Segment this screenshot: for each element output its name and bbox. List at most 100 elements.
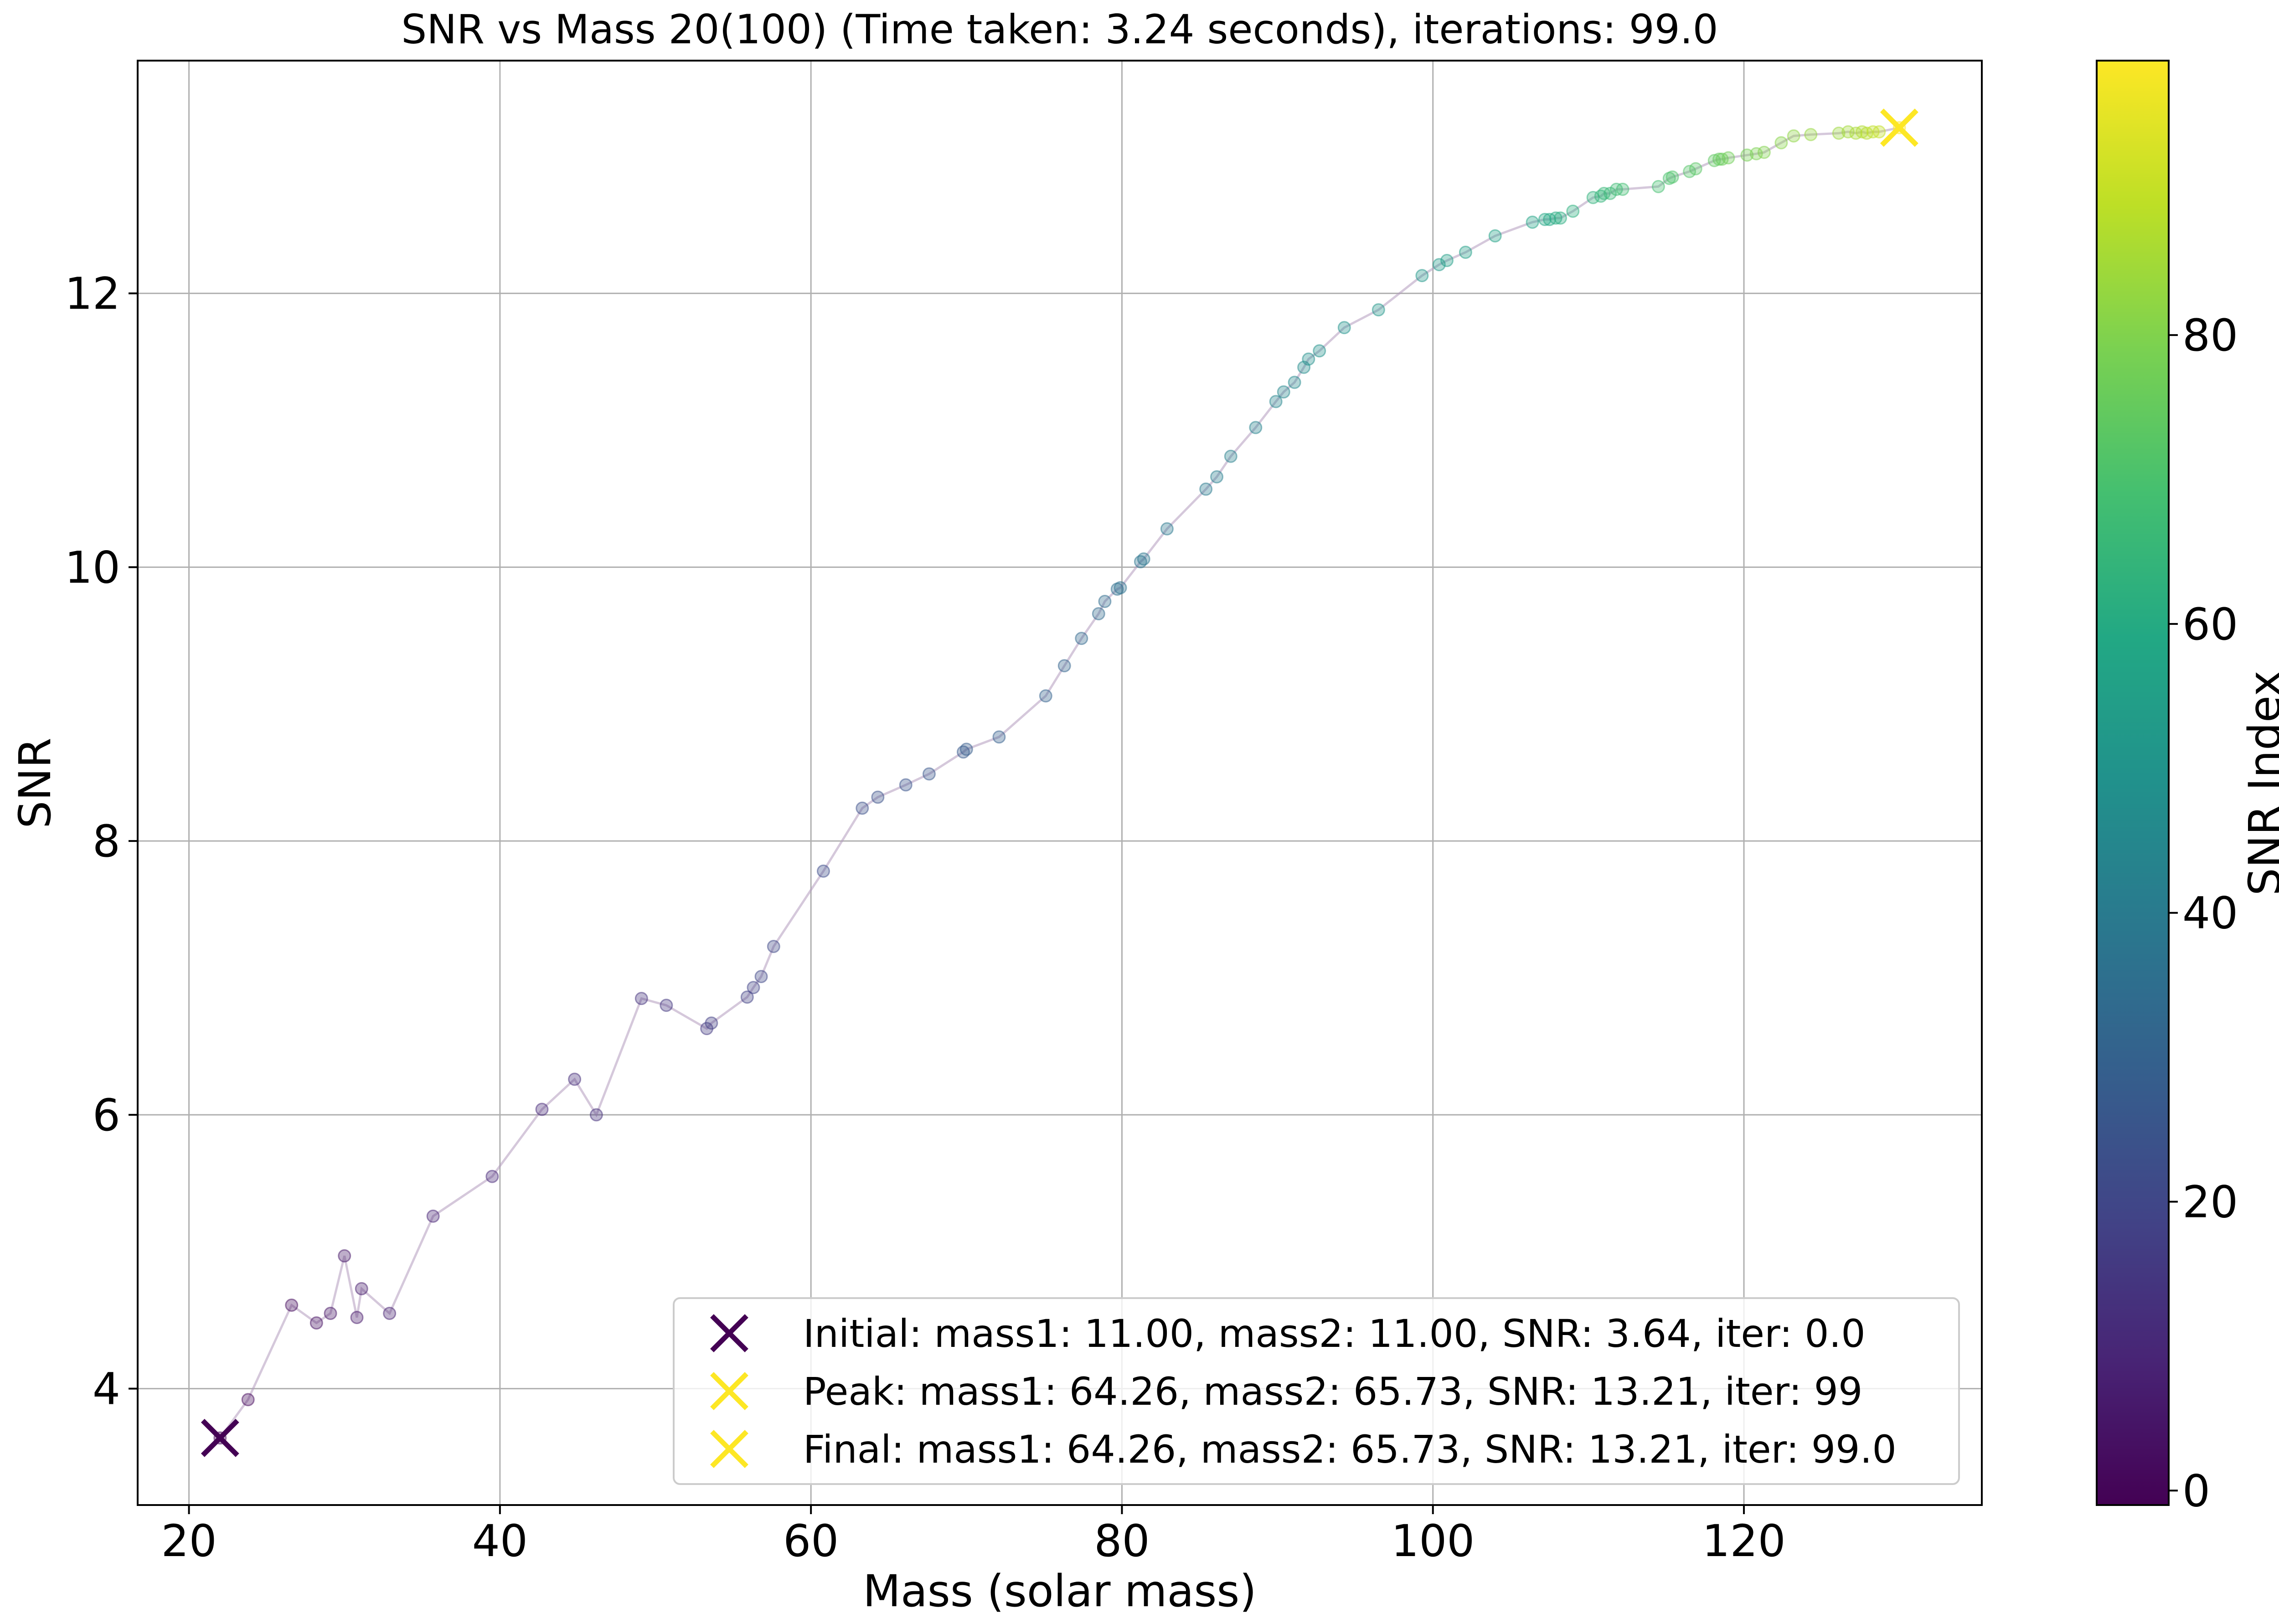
data-point: [324, 1306, 337, 1320]
legend-x-marker: [710, 1314, 748, 1352]
legend-items: Initial: mass1: 11.00, mass2: 11.00, SNR…: [710, 1311, 1897, 1472]
data-point: [1553, 211, 1567, 225]
colorbar-tick-label: 0: [2182, 1465, 2210, 1516]
data-point: [899, 778, 913, 792]
colorbar: 0 20 40 60 80 SNR Index: [2096, 60, 2279, 1516]
data-point: [1092, 607, 1105, 621]
data-point: [1210, 470, 1224, 484]
data-point: [634, 992, 648, 1005]
data-point: [1249, 421, 1263, 434]
data-point: [1160, 522, 1174, 536]
data-point: [1722, 151, 1735, 165]
colorbar-tick-label: 80: [2182, 310, 2238, 361]
data-point: [1459, 246, 1472, 259]
y-axis-label: SNR: [10, 737, 61, 828]
legend-label: Peak: mass1: 64.26, mass2: 65.73, SNR: 1…: [803, 1369, 1862, 1414]
colorbar-label: SNR Index: [2239, 670, 2279, 896]
x-axis-ticks: 20 40 60 80 100 120: [161, 1505, 1786, 1567]
data-point: [1337, 321, 1351, 335]
data-point: [1313, 344, 1326, 358]
colorbar-tick-label: 40: [2182, 888, 2238, 939]
data-point: [1098, 594, 1112, 608]
data-point: [1415, 269, 1429, 283]
colorbar-ticks: 0 20 40 60 80: [2169, 310, 2238, 1516]
data-point: [1787, 129, 1800, 143]
data-point: [1432, 258, 1446, 272]
data-point: [754, 970, 768, 984]
data-point: [747, 981, 760, 995]
grid-lines: [138, 61, 1982, 1505]
data-point: [1199, 482, 1213, 496]
data-point: [1137, 552, 1150, 566]
trajectory-line: [219, 126, 1900, 1439]
data-point: [1224, 449, 1237, 463]
data-point: [285, 1298, 299, 1312]
colorbar-frame: [2096, 60, 2170, 1506]
data-point: [1288, 376, 1301, 389]
data-point: [767, 939, 780, 953]
data-point: [589, 1108, 603, 1122]
data-point: [1872, 125, 1886, 139]
legend-box: [673, 1297, 1960, 1485]
y-tick-label: 10: [65, 542, 120, 593]
data-point: [1269, 395, 1283, 408]
data-point: [1114, 581, 1127, 594]
y-axis-ticks: 4 6 8 10 12: [65, 268, 138, 1415]
legend-x-marker: [710, 1372, 748, 1410]
data-point: [338, 1249, 351, 1263]
data-point: [1039, 689, 1052, 703]
x-marker: [1880, 108, 1918, 147]
y-tick-label: 4: [93, 1364, 120, 1415]
data-point: [1616, 182, 1629, 196]
data-point: [992, 730, 1006, 744]
data-point: [1689, 162, 1702, 175]
data-point: [568, 1072, 582, 1086]
data-point: [922, 767, 936, 781]
y-tick-label: 12: [65, 268, 120, 320]
data-point: [1665, 170, 1679, 184]
data-point: [1488, 229, 1502, 242]
legend-label: Initial: mass1: 11.00, mass2: 11.00, SNR…: [803, 1311, 1866, 1356]
data-point: [660, 999, 673, 1012]
special-markers: [201, 108, 1918, 1457]
data-point: [871, 790, 885, 804]
x-tick-label: 120: [1702, 1516, 1785, 1567]
x-tick-label: 60: [783, 1516, 839, 1567]
x-tick-label: 40: [472, 1516, 528, 1567]
data-point: [485, 1170, 499, 1183]
x-marker: [201, 1418, 239, 1457]
data-point: [705, 1016, 718, 1030]
colorbar-gradient: [2097, 61, 2169, 1505]
data-point: [383, 1306, 397, 1320]
colorbar-tick-label: 20: [2182, 1177, 2238, 1228]
data-point: [1057, 659, 1071, 673]
data-point: [241, 1393, 255, 1407]
colorbar-tick-label: 60: [2182, 599, 2238, 650]
data-points: [213, 121, 1906, 1445]
data-point: [1440, 254, 1454, 268]
plot-frame: [137, 60, 1983, 1506]
y-tick-label: 8: [93, 816, 120, 867]
legend: Initial: mass1: 11.00, mass2: 11.00, SNR…: [673, 1297, 1960, 1485]
data-point: [1774, 136, 1788, 150]
data-point: [1372, 303, 1385, 317]
chart-title: SNR vs Mass 20(100) (Time taken: 3.24 se…: [401, 6, 1718, 53]
data-point: [426, 1209, 440, 1223]
data-point: [535, 1103, 549, 1116]
data-point: [1302, 352, 1315, 366]
data-point: [1757, 145, 1771, 159]
trajectory-path: [219, 126, 1900, 1439]
data-point: [1277, 385, 1290, 399]
data-point: [1566, 204, 1580, 218]
legend-label: Final: mass1: 64.26, mass2: 65.73, SNR: …: [803, 1427, 1897, 1472]
x-tick-label: 100: [1391, 1516, 1475, 1567]
data-point: [1804, 128, 1818, 141]
legend-x-marker: [710, 1430, 748, 1468]
data-point: [350, 1310, 364, 1324]
data-point: [1538, 212, 1552, 226]
data-point: [959, 742, 973, 756]
data-point: [1549, 211, 1562, 225]
data-point: [816, 864, 830, 878]
data-point: [1651, 180, 1665, 193]
data-point: [856, 801, 869, 815]
